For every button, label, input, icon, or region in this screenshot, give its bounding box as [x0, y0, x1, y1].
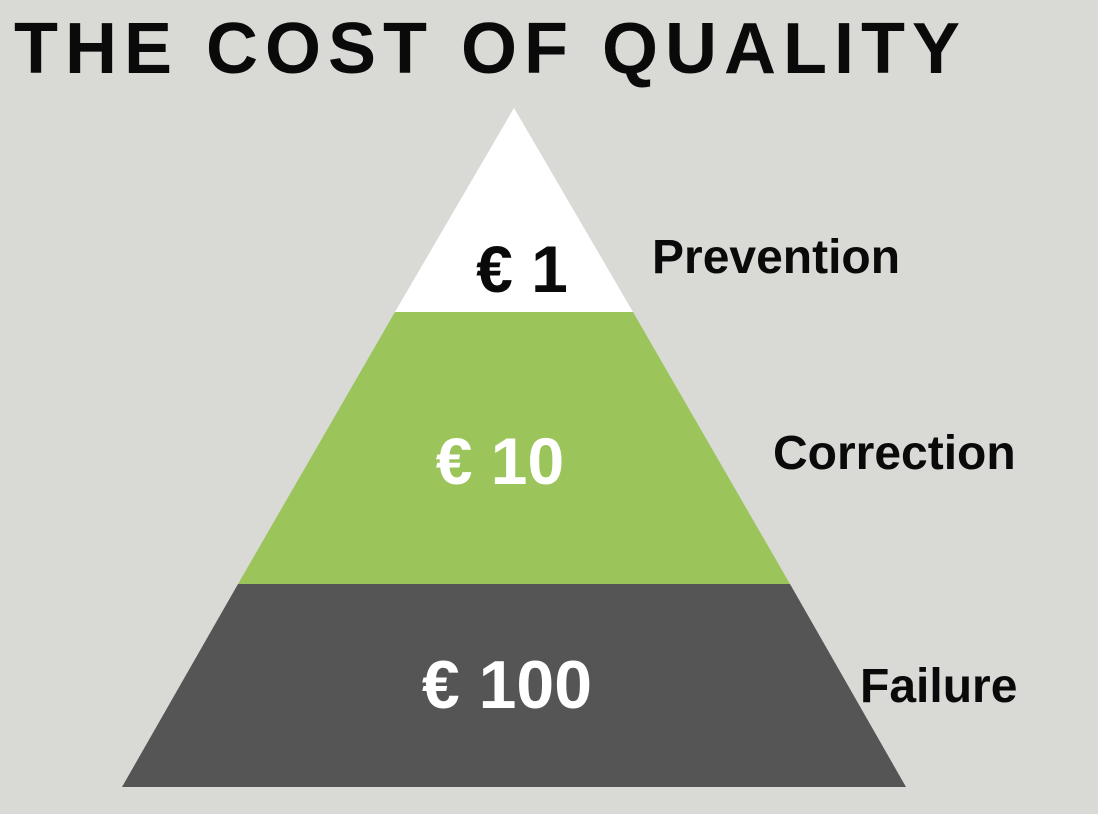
prevention-label: Prevention [652, 231, 901, 284]
prevention-cost: € 1 [476, 232, 568, 306]
pyramid-tier-correction [238, 312, 790, 584]
correction-label: Correction [773, 427, 1016, 480]
failure-cost: € 100 [422, 647, 592, 723]
pyramid-tier-prevention [395, 108, 633, 312]
correction-cost: € 10 [436, 424, 564, 498]
failure-label: Failure [860, 660, 1018, 713]
page-title: THE COST OF QUALITY [14, 9, 967, 89]
pyramid-tier-failure [122, 584, 906, 787]
